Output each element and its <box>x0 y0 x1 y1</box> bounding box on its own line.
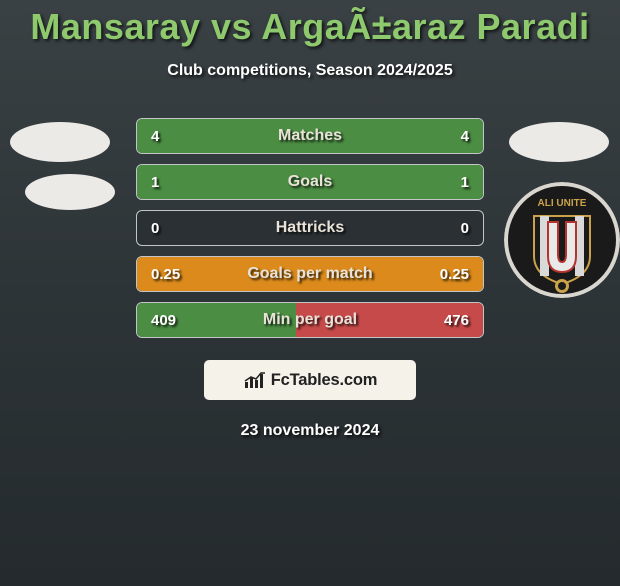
stat-label: Goals per match <box>137 265 483 283</box>
stat-label: Goals <box>137 173 483 191</box>
stat-row-goals: 1 Goals 1 <box>136 164 484 200</box>
footer-logo[interactable]: FcTables.com <box>204 360 416 400</box>
stat-label: Matches <box>137 127 483 145</box>
bar-chart-icon <box>243 370 267 390</box>
page-title: Mansaray vs ArgaÃ±araz Paradi <box>0 6 620 48</box>
svg-text:ALI UNITE: ALI UNITE <box>538 198 587 209</box>
stat-row-goals-per-match: 0.25 Goals per match 0.25 <box>136 256 484 292</box>
player-right-silhouette-head <box>509 122 609 162</box>
crest-icon: ALI UNITE <box>504 182 620 298</box>
club-crest-right: ALI UNITE <box>504 182 620 298</box>
player-left-silhouette-head <box>10 122 110 162</box>
subtitle: Club competitions, Season 2024/2025 <box>0 62 620 80</box>
footer-logo-text: FcTables.com <box>271 371 377 390</box>
stat-label: Min per goal <box>137 311 483 329</box>
stat-row-matches: 4 Matches 4 <box>136 118 484 154</box>
footer-date: 23 november 2024 <box>0 422 620 440</box>
stat-row-min-per-goal: 409 Min per goal 476 <box>136 302 484 338</box>
stat-row-hattricks: 0 Hattricks 0 <box>136 210 484 246</box>
comparison-area: ALI UNITE 4 Matches 4 1 Goals 1 <box>0 118 620 338</box>
stat-label: Hattricks <box>137 219 483 237</box>
player-left-silhouette-body <box>25 174 115 210</box>
